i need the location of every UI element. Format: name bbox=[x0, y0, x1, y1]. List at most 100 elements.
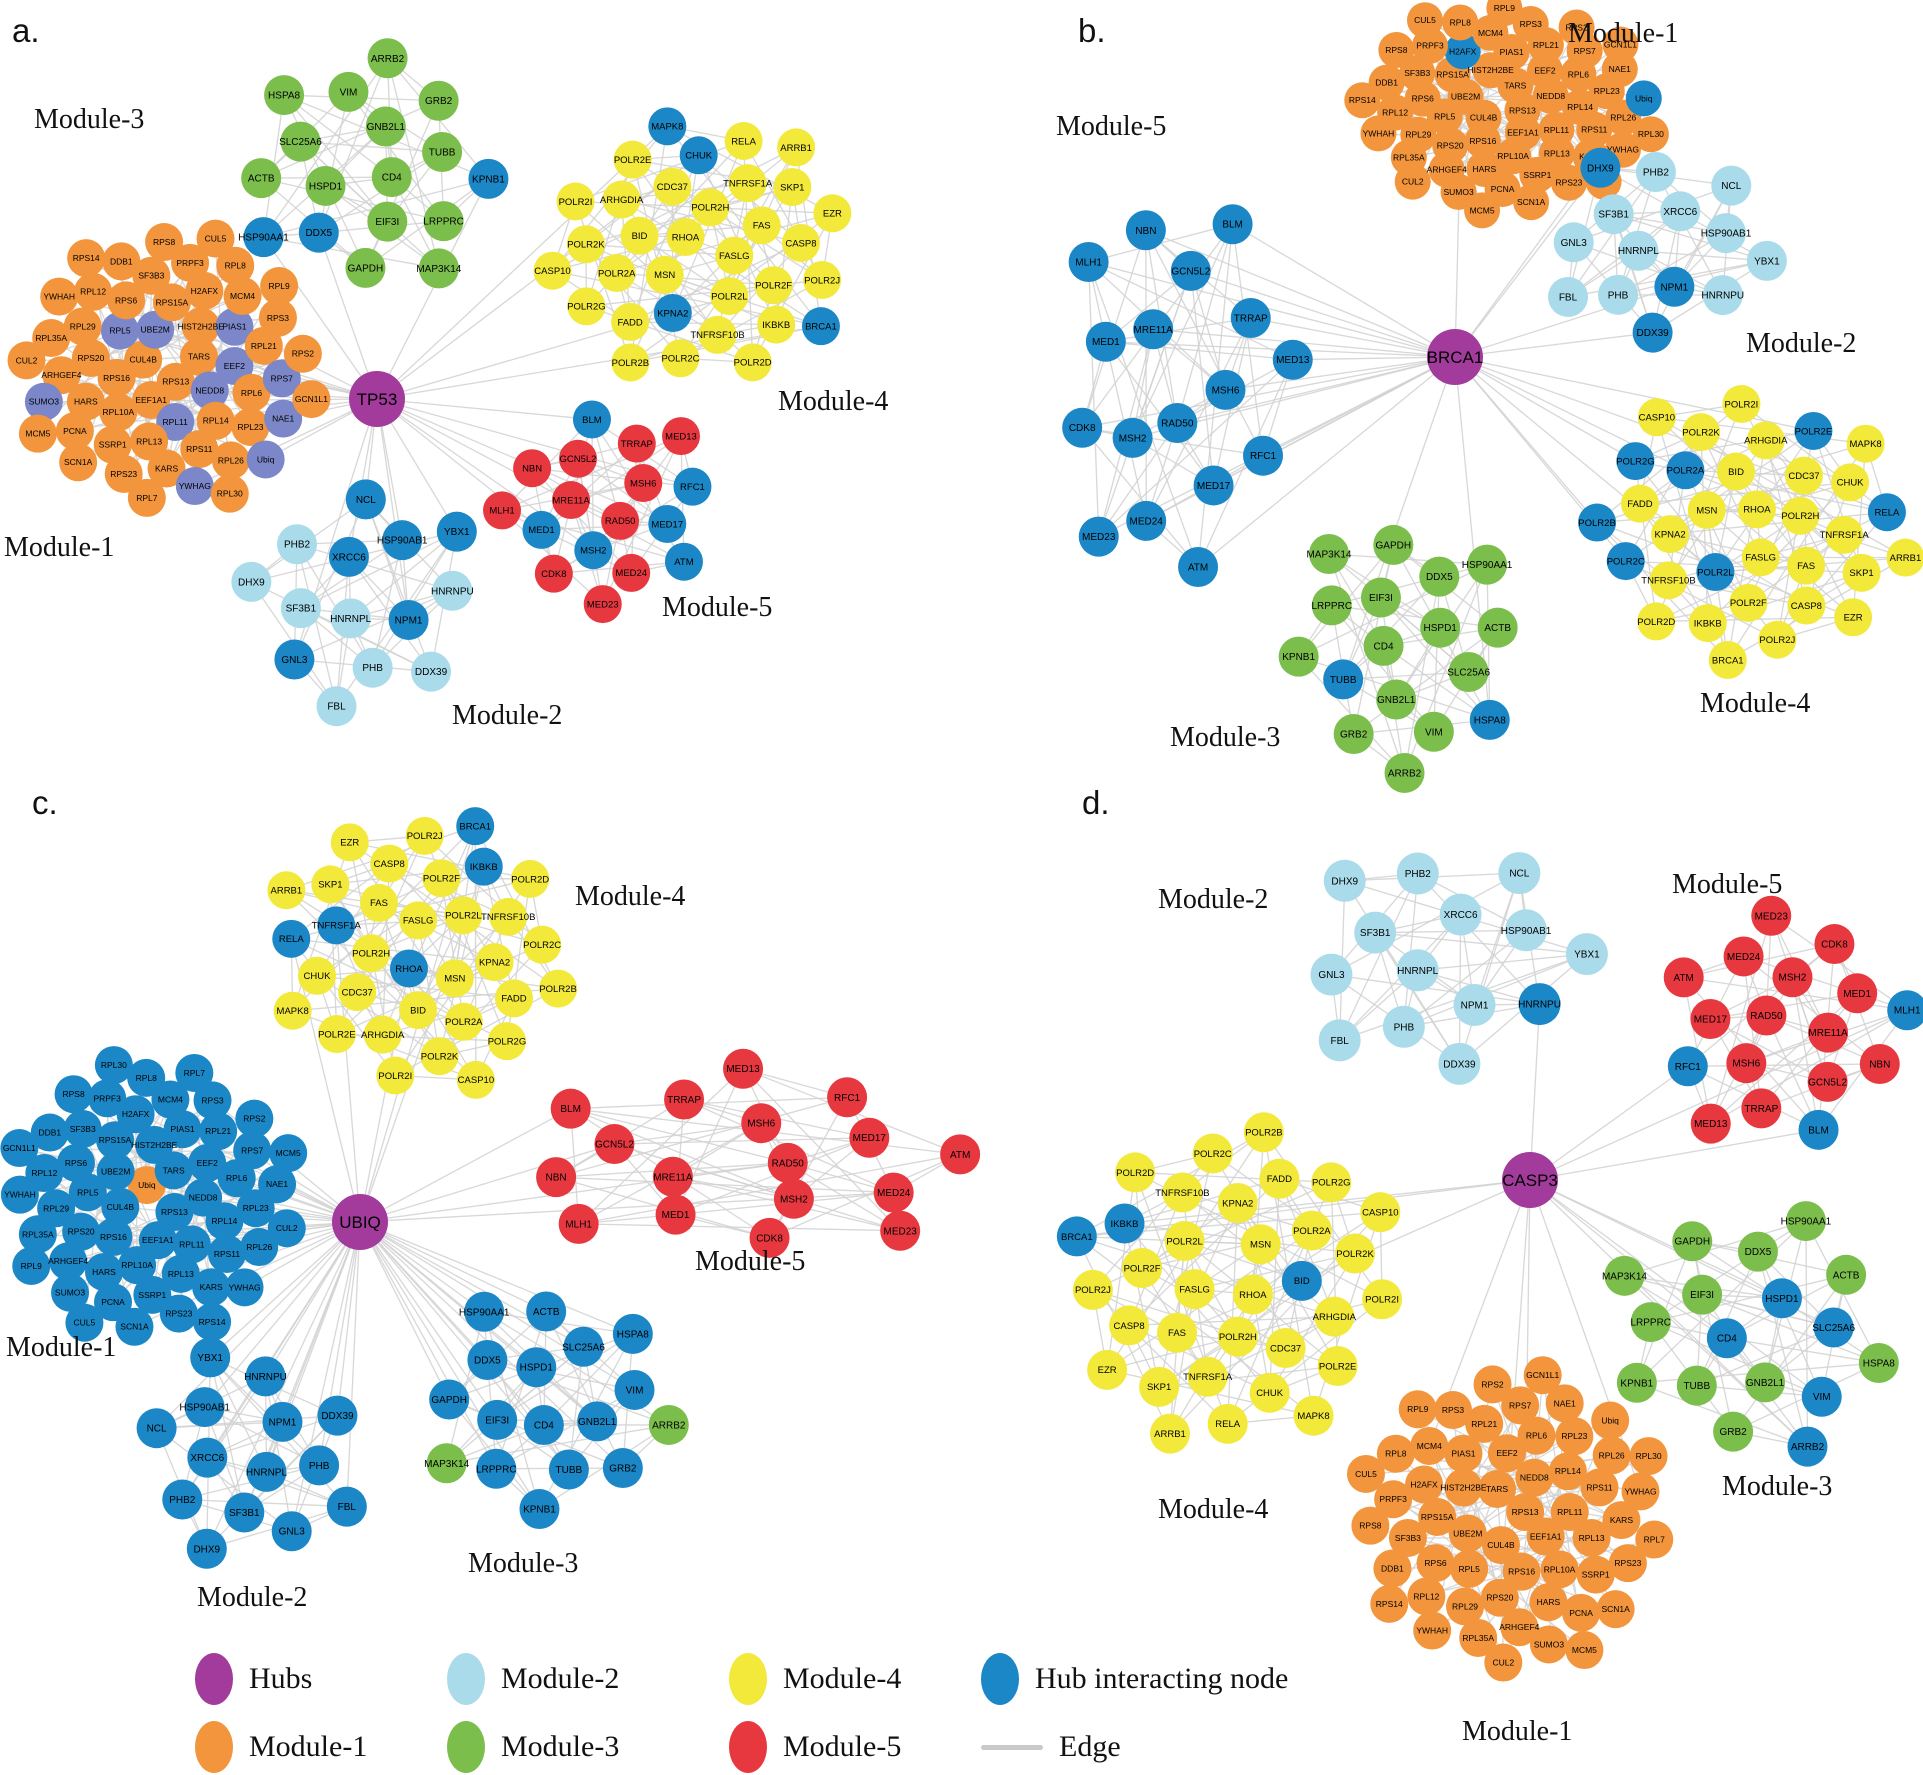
node-CDC37 bbox=[338, 973, 377, 1012]
node-NPM1 bbox=[388, 599, 429, 640]
node-SLC25A6 bbox=[1448, 652, 1489, 693]
node-RPS2 bbox=[235, 1099, 274, 1138]
node-EIF3I bbox=[1682, 1274, 1723, 1315]
node-HIST2H2BE bbox=[1444, 1468, 1483, 1507]
node-SKP1 bbox=[311, 865, 350, 904]
node-MAP3K14 bbox=[1308, 533, 1349, 574]
node-POLR2K bbox=[1335, 1233, 1376, 1274]
node-PHB2 bbox=[1396, 852, 1439, 895]
node-NPM1 bbox=[1654, 266, 1695, 307]
node-GNL3 bbox=[1553, 222, 1594, 263]
node-POLR2I bbox=[376, 1056, 415, 1095]
node-IKBKB bbox=[757, 305, 796, 344]
node-SF3B1 bbox=[224, 1492, 265, 1533]
node-HSPD1 bbox=[1761, 1278, 1802, 1319]
legend-swatch-module1 bbox=[195, 1721, 233, 1773]
node-RPS2 bbox=[283, 334, 322, 373]
module-module-5-c: RAD50MRE11AMSH6MSH2GCN5L2MED17MED1TRRAPM… bbox=[536, 1048, 981, 1258]
node-SSRP1 bbox=[1519, 156, 1556, 193]
node-SKP1 bbox=[773, 168, 812, 207]
node-SF3B3 bbox=[1388, 1518, 1427, 1557]
node-RPL21 bbox=[199, 1112, 238, 1151]
node-MED13 bbox=[1690, 1103, 1731, 1144]
node-MED24 bbox=[873, 1172, 914, 1213]
node-RPS3 bbox=[1433, 1391, 1472, 1430]
node-RAD50 bbox=[601, 501, 640, 540]
module-title-c: Module-2 bbox=[197, 1582, 307, 1613]
node-RPS16 bbox=[1464, 122, 1501, 159]
node-RPS8 bbox=[1378, 31, 1415, 68]
node-RPL30 bbox=[1629, 1437, 1668, 1476]
node-MRE11A bbox=[1808, 1012, 1849, 1053]
node-RPL29 bbox=[1446, 1587, 1485, 1626]
node-RAD50 bbox=[767, 1142, 808, 1183]
node-RPS2 bbox=[1558, 9, 1595, 46]
panel-letter-b: b. bbox=[1078, 12, 1106, 49]
node-TARS bbox=[1478, 1470, 1517, 1508]
node-CDK8 bbox=[1062, 407, 1103, 448]
node-GRB2 bbox=[602, 1448, 643, 1489]
node-RELA bbox=[724, 121, 763, 160]
node-RPL6 bbox=[232, 373, 271, 412]
node-NEDD8 bbox=[1515, 1458, 1554, 1497]
node-GNB2L1 bbox=[1745, 1362, 1786, 1403]
node-NBN bbox=[1125, 210, 1166, 251]
node-TNFRSF1A bbox=[1187, 1356, 1228, 1397]
node-BRCA1 bbox=[1708, 640, 1747, 679]
module-title-b: Module-2 bbox=[1746, 328, 1856, 359]
node-Ubiq bbox=[1625, 80, 1662, 117]
node-MSH2 bbox=[1772, 957, 1813, 998]
node-BRCA1 bbox=[801, 307, 840, 346]
legend-item-hubs: Hubs bbox=[195, 1653, 447, 1705]
node-POLR2E bbox=[317, 1015, 356, 1054]
panel-c: RHOAFASLGMSNPOLR2HPOLR2LBIDFASKPNA2CDC37… bbox=[0, 784, 981, 1613]
node-GAPDH bbox=[1373, 524, 1414, 565]
legend-row: Hubs Module-2 Module-4 Hub interacting node bbox=[195, 1645, 1525, 1713]
node-MSH2 bbox=[773, 1178, 814, 1219]
node-RPS16 bbox=[97, 358, 136, 397]
nodes: CD4HSPD1GNB2L1EIF3ISLC25A6TUBBDDX5VIMLRP… bbox=[7, 38, 852, 727]
node-KPNB1 bbox=[1616, 1362, 1657, 1403]
node-POLR2E bbox=[1794, 411, 1833, 450]
node-POLR2I bbox=[1362, 1279, 1403, 1320]
node-SF3B3 bbox=[1399, 55, 1436, 92]
node-CD4 bbox=[1363, 625, 1404, 666]
node-FBL bbox=[326, 1486, 367, 1527]
node-POLR2G bbox=[487, 1022, 526, 1061]
node-RAD50 bbox=[1157, 403, 1198, 444]
node-DHX9 bbox=[1323, 859, 1366, 902]
node-CD4 bbox=[1706, 1318, 1747, 1359]
node-HSPD1 bbox=[305, 165, 346, 206]
node-RPL8 bbox=[127, 1058, 166, 1097]
node-RPL23 bbox=[1555, 1417, 1594, 1456]
node-SUMO3 bbox=[24, 382, 63, 421]
node-HNRNPL bbox=[330, 598, 371, 639]
node-RPS3 bbox=[1512, 5, 1549, 42]
node-RPL5 bbox=[68, 1173, 107, 1212]
legend-label: Hub interacting node bbox=[1035, 1662, 1289, 1695]
node-PIAS1 bbox=[163, 1110, 202, 1149]
panel-letter-a: a. bbox=[12, 12, 40, 49]
node-YWHAH bbox=[0, 1175, 39, 1214]
panel-b: RAD50MRE11AMSH6MSH2GCN5L2MED17MED1TRRAPM… bbox=[1056, 0, 1923, 793]
module-title-b: Module-4 bbox=[1700, 688, 1810, 719]
node-RFC1 bbox=[1243, 435, 1284, 476]
node-IKBKB bbox=[1688, 604, 1727, 643]
node-POLR2H bbox=[352, 934, 391, 973]
node-MED17 bbox=[1193, 465, 1234, 506]
node-NCL bbox=[1498, 852, 1541, 895]
node-UBE2M bbox=[96, 1152, 135, 1191]
node-RPL30 bbox=[1632, 116, 1669, 153]
node-MED17 bbox=[849, 1117, 890, 1158]
node-POLR2D bbox=[1637, 602, 1676, 641]
node-CUL4B bbox=[101, 1187, 140, 1226]
node-HSPD1 bbox=[516, 1347, 557, 1388]
node-ACTB bbox=[1826, 1254, 1867, 1295]
node-CASP10 bbox=[1360, 1192, 1401, 1233]
node-CHUK bbox=[1831, 463, 1870, 502]
node-CASP8 bbox=[781, 223, 820, 262]
node-CDK8 bbox=[749, 1217, 790, 1258]
node-MSH6 bbox=[1726, 1043, 1767, 1084]
